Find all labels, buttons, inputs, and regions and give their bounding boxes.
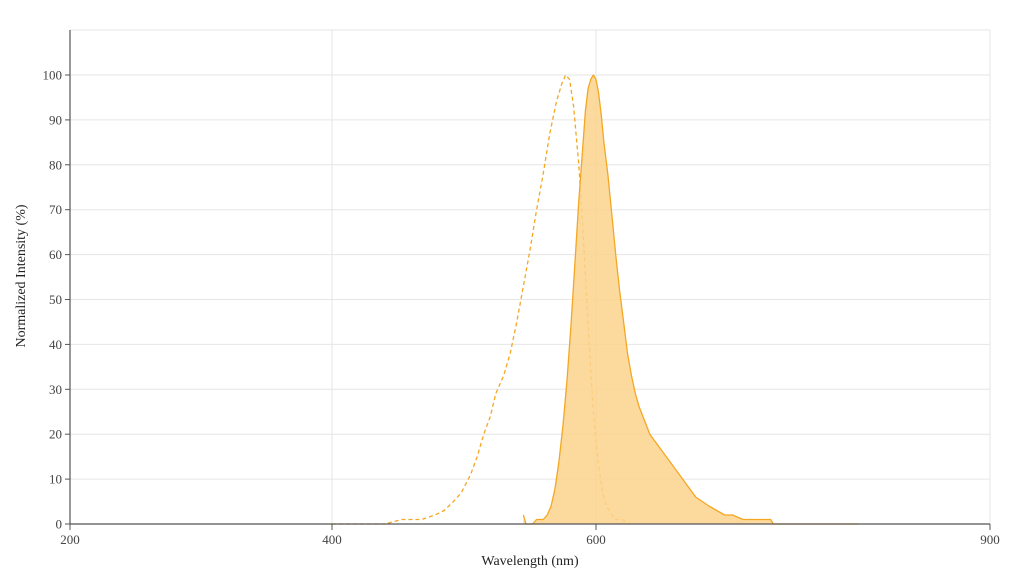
series-area — [523, 75, 859, 524]
y-tick-label: 90 — [49, 112, 62, 127]
series-line — [522, 74, 859, 525]
y-tick-label: 100 — [43, 68, 63, 83]
x-tick-label: 400 — [322, 532, 342, 547]
series-layer — [332, 74, 859, 525]
x-axis-title: Wavelength (nm) — [481, 554, 579, 569]
y-tick-label: 60 — [49, 247, 62, 262]
y-tick-label: 80 — [49, 157, 62, 172]
y-tick-label: 10 — [49, 472, 62, 487]
y-axis-title: Normalized Intensity (%) — [14, 204, 29, 347]
series-line — [332, 74, 630, 525]
tick-labels: 0 10 20 30 40 50 60 70 80 90 100 200 400 600 900 — [43, 68, 1000, 548]
series-excitation — [332, 74, 630, 525]
x-tick-label: 900 — [980, 532, 1000, 547]
y-tick-label: 50 — [49, 292, 62, 307]
y-tick-label: 20 — [49, 427, 62, 442]
x-tick-label: 600 — [586, 532, 606, 547]
y-tick-label: 40 — [49, 337, 62, 352]
x-tick-label: 200 — [60, 532, 80, 547]
y-tick-label: 0 — [56, 517, 63, 532]
axes — [65, 30, 991, 530]
series-emission — [522, 74, 859, 525]
grid-lines — [70, 29, 991, 524]
y-tick-label: 30 — [49, 382, 62, 397]
y-tick-label: 70 — [49, 202, 62, 217]
